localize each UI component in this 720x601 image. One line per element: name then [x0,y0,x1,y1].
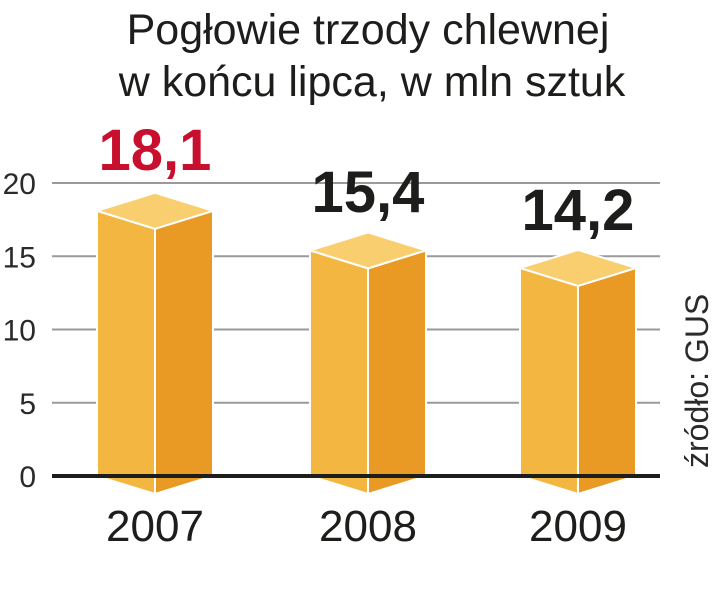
labels: 2007 2008 2009 18,1 15,4 14,2 [99,118,635,551]
bars [93,191,640,496]
bar-2008 [306,231,430,496]
bar-side-face [154,209,214,496]
y-tick-label: 5 [19,388,36,421]
y-tick-label: 20 [3,168,36,201]
chart-title: Pogłowie trzody chlewnej [127,6,610,54]
bar-side-face [577,266,637,496]
x-tick-label: 2009 [529,502,627,551]
data-label: 14,2 [522,178,635,243]
chart-subtitle: w końcu lipca, w mln sztuk [118,58,626,106]
data-label: 15,4 [312,160,425,225]
data-label: 18,1 [99,118,212,183]
bar-side-face [367,249,427,496]
bar-2007 [93,191,217,496]
x-tick-label: 2007 [106,502,204,551]
bar-top-face [516,248,640,288]
source-label: źródło: GUS [679,294,715,468]
bar-2009 [516,248,640,496]
bar-front-face [96,209,156,496]
bar-front-face [309,249,369,496]
y-tick-label: 15 [3,241,36,274]
y-tick-label: 10 [3,315,36,348]
bar-top-face [306,231,430,270]
x-tick-label: 2008 [319,502,417,551]
bar-front-face [519,266,579,496]
y-tick-label: 0 [19,461,36,494]
bar-top-face [93,191,217,230]
y-axis-ticks: 0 5 10 15 20 [3,168,36,494]
